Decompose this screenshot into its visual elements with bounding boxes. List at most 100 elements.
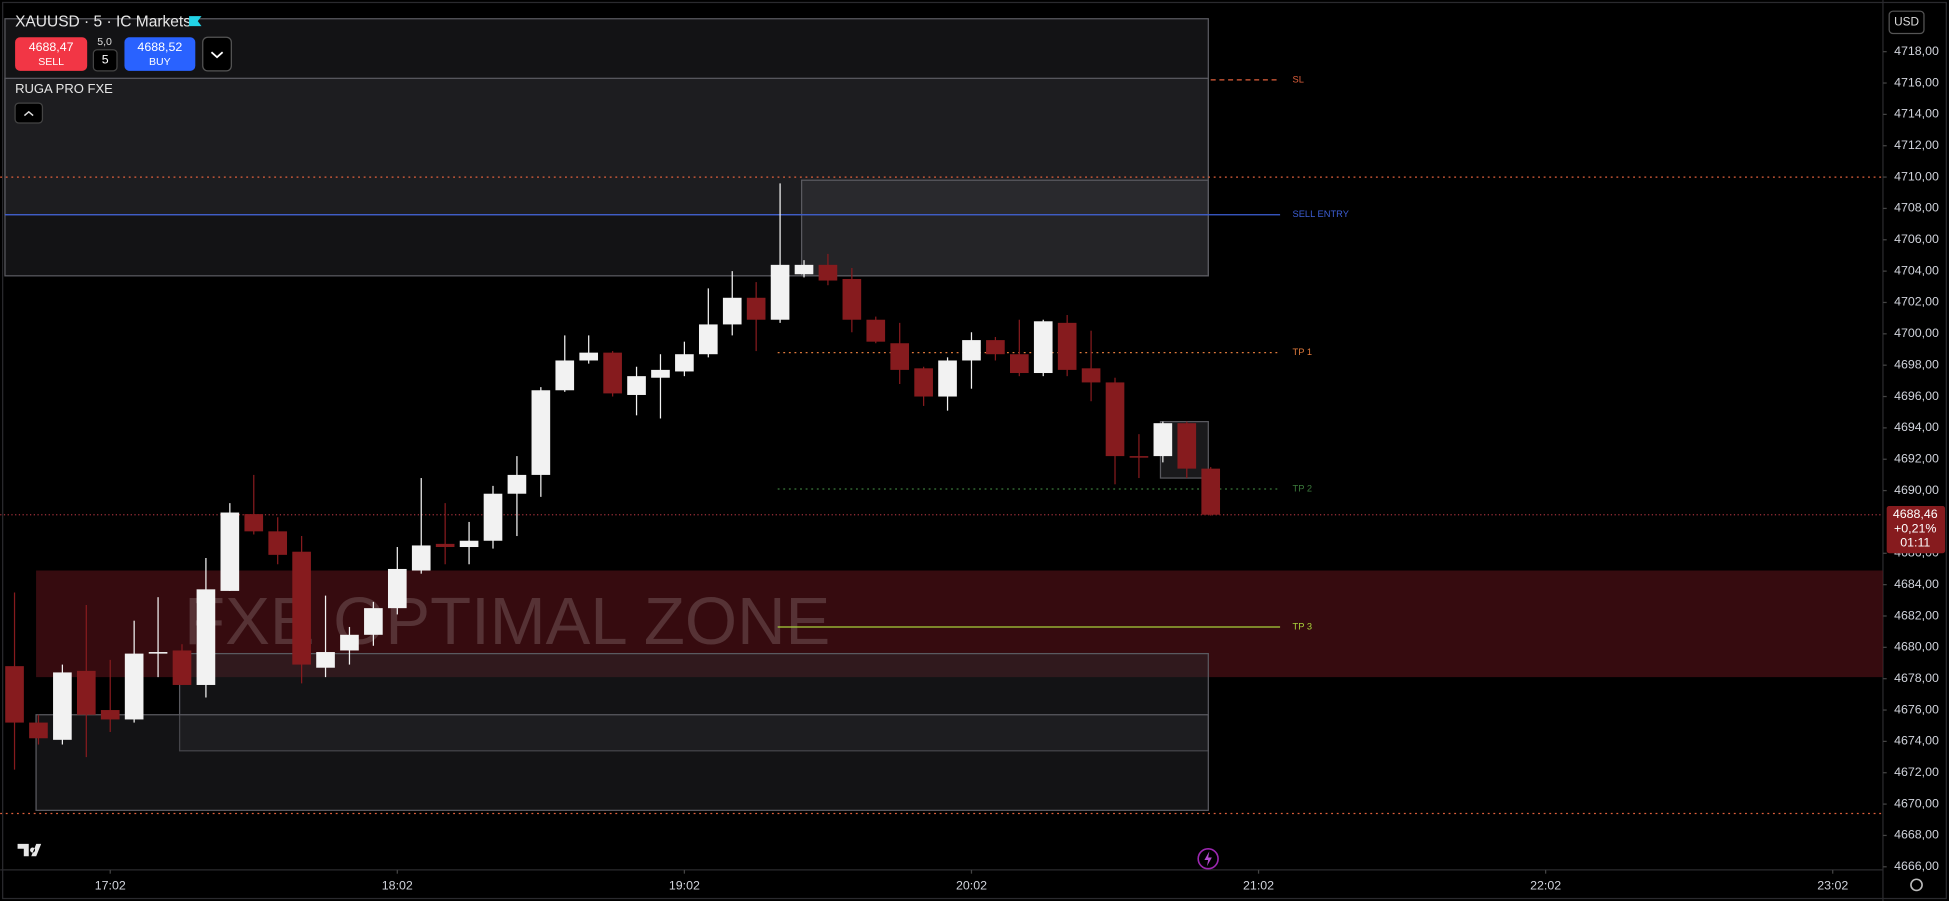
candle-body	[938, 360, 957, 397]
y-tick-label: 4702,00	[1894, 295, 1939, 309]
x-tick-label: 19:02	[669, 878, 700, 892]
candle-body	[627, 376, 646, 395]
dropdown-icon	[210, 51, 224, 59]
candle-body	[1201, 468, 1221, 515]
candle-body	[1177, 423, 1197, 469]
candle-body	[651, 369, 670, 378]
level-label: SL	[1293, 74, 1304, 84]
candle-body	[268, 531, 288, 555]
candle-body	[1105, 382, 1125, 457]
y-tick-label: 4684,00	[1894, 577, 1939, 591]
zone-box	[4, 77, 1209, 216]
collapse-icon	[23, 110, 34, 117]
y-tick-label: 4698,00	[1894, 357, 1939, 371]
y-tick-label: 4692,00	[1894, 452, 1939, 466]
y-tick-label: 4704,00	[1894, 263, 1939, 277]
candle-body	[435, 543, 455, 548]
candle-body	[842, 278, 862, 320]
candle-body	[196, 589, 216, 685]
sell-button[interactable]	[15, 37, 88, 71]
level-label: SELL ENTRY	[1293, 209, 1349, 219]
currency-button[interactable]	[1888, 10, 1925, 35]
lightning-icon	[1204, 851, 1212, 867]
candle-body	[1009, 354, 1029, 374]
y-tick-label: 4682,00	[1894, 608, 1939, 622]
candle-body	[531, 390, 551, 475]
quantity-box[interactable]	[92, 49, 118, 72]
y-tick-label: 4718,00	[1894, 44, 1939, 58]
currency: USD	[1894, 14, 1919, 28]
candle-body	[794, 264, 814, 275]
dropdown-button[interactable]	[202, 36, 232, 72]
candle-body	[100, 710, 120, 720]
candle-body	[364, 608, 383, 635]
y-tick-label: 4676,00	[1894, 702, 1939, 716]
lightning-button[interactable]	[1197, 847, 1219, 870]
candle-body	[387, 568, 407, 609]
zone-label: FXE OPTIMAL ZONE	[184, 584, 830, 659]
settings-button[interactable]	[1910, 878, 1923, 892]
buy-label: BUY	[149, 56, 171, 68]
candle-body	[1129, 456, 1149, 458]
candle-body	[483, 493, 503, 541]
y-tick-label: 4712,00	[1894, 138, 1939, 152]
candle-body	[459, 540, 479, 548]
sell-label: SELL	[38, 56, 64, 68]
candle-body	[220, 512, 240, 591]
candle-body	[698, 324, 718, 355]
candle-body	[555, 360, 575, 391]
y-tick-label: 4710,00	[1894, 169, 1939, 183]
candle-body	[1057, 322, 1077, 370]
y-tick-label: 4706,00	[1894, 232, 1939, 246]
candle-body	[53, 672, 72, 740]
level-label: TP 3	[1293, 621, 1313, 631]
y-tick-label: 4716,00	[1894, 75, 1939, 89]
y-tick-label: 4700,00	[1894, 326, 1939, 340]
price-badge-value: 4688,46	[1893, 507, 1938, 521]
candle-body	[1153, 423, 1173, 457]
spread: 5,0	[97, 36, 112, 48]
logo	[17, 843, 42, 857]
price-badge-countdown: 01:11	[1900, 536, 1930, 550]
candle-body	[124, 653, 144, 720]
candle-body	[1033, 321, 1053, 374]
candle-body	[746, 297, 766, 320]
y-tick-label: 4696,00	[1894, 389, 1939, 403]
candle-body	[292, 551, 311, 665]
flag-icon	[189, 16, 202, 27]
candle-body	[76, 670, 96, 715]
y-tick-label: 4714,00	[1894, 107, 1939, 121]
y-tick-label: 4674,00	[1894, 734, 1939, 748]
x-tick-label: 20:02	[956, 878, 987, 892]
price-badge-change: +0,21%	[1894, 521, 1936, 535]
buy-price: 4688,52	[137, 40, 182, 54]
zone-box	[35, 714, 1209, 811]
buy-button[interactable]	[124, 37, 196, 71]
candle-body	[890, 343, 910, 370]
x-tick-label: 23:02	[1817, 878, 1848, 892]
candle-body	[986, 340, 1005, 355]
candle-body	[818, 264, 838, 281]
y-tick-label: 4680,00	[1894, 640, 1939, 654]
quantity: 5	[102, 53, 109, 67]
y-tick-label: 4694,00	[1894, 420, 1939, 434]
x-tick-label: 22:02	[1530, 878, 1561, 892]
candle-body	[5, 666, 24, 723]
candle-body	[914, 368, 933, 397]
level-label: TP 1	[1293, 347, 1313, 357]
candle-body	[770, 264, 790, 320]
candle-body	[244, 514, 264, 532]
candle-body	[962, 340, 981, 361]
candle-body	[722, 297, 742, 325]
y-tick-label: 4668,00	[1894, 828, 1939, 842]
y-tick-label: 4666,00	[1894, 859, 1939, 873]
candle-body	[316, 652, 335, 668]
candle-body	[340, 634, 359, 651]
collapse-button[interactable]	[14, 102, 44, 124]
candle-body	[411, 545, 431, 571]
candle-body	[675, 354, 694, 372]
symbol-title: XAUUSD · 5 · IC Markets	[15, 13, 191, 30]
indicator-name: RUGA PRO FXE	[15, 81, 113, 96]
candle-body	[507, 474, 527, 494]
